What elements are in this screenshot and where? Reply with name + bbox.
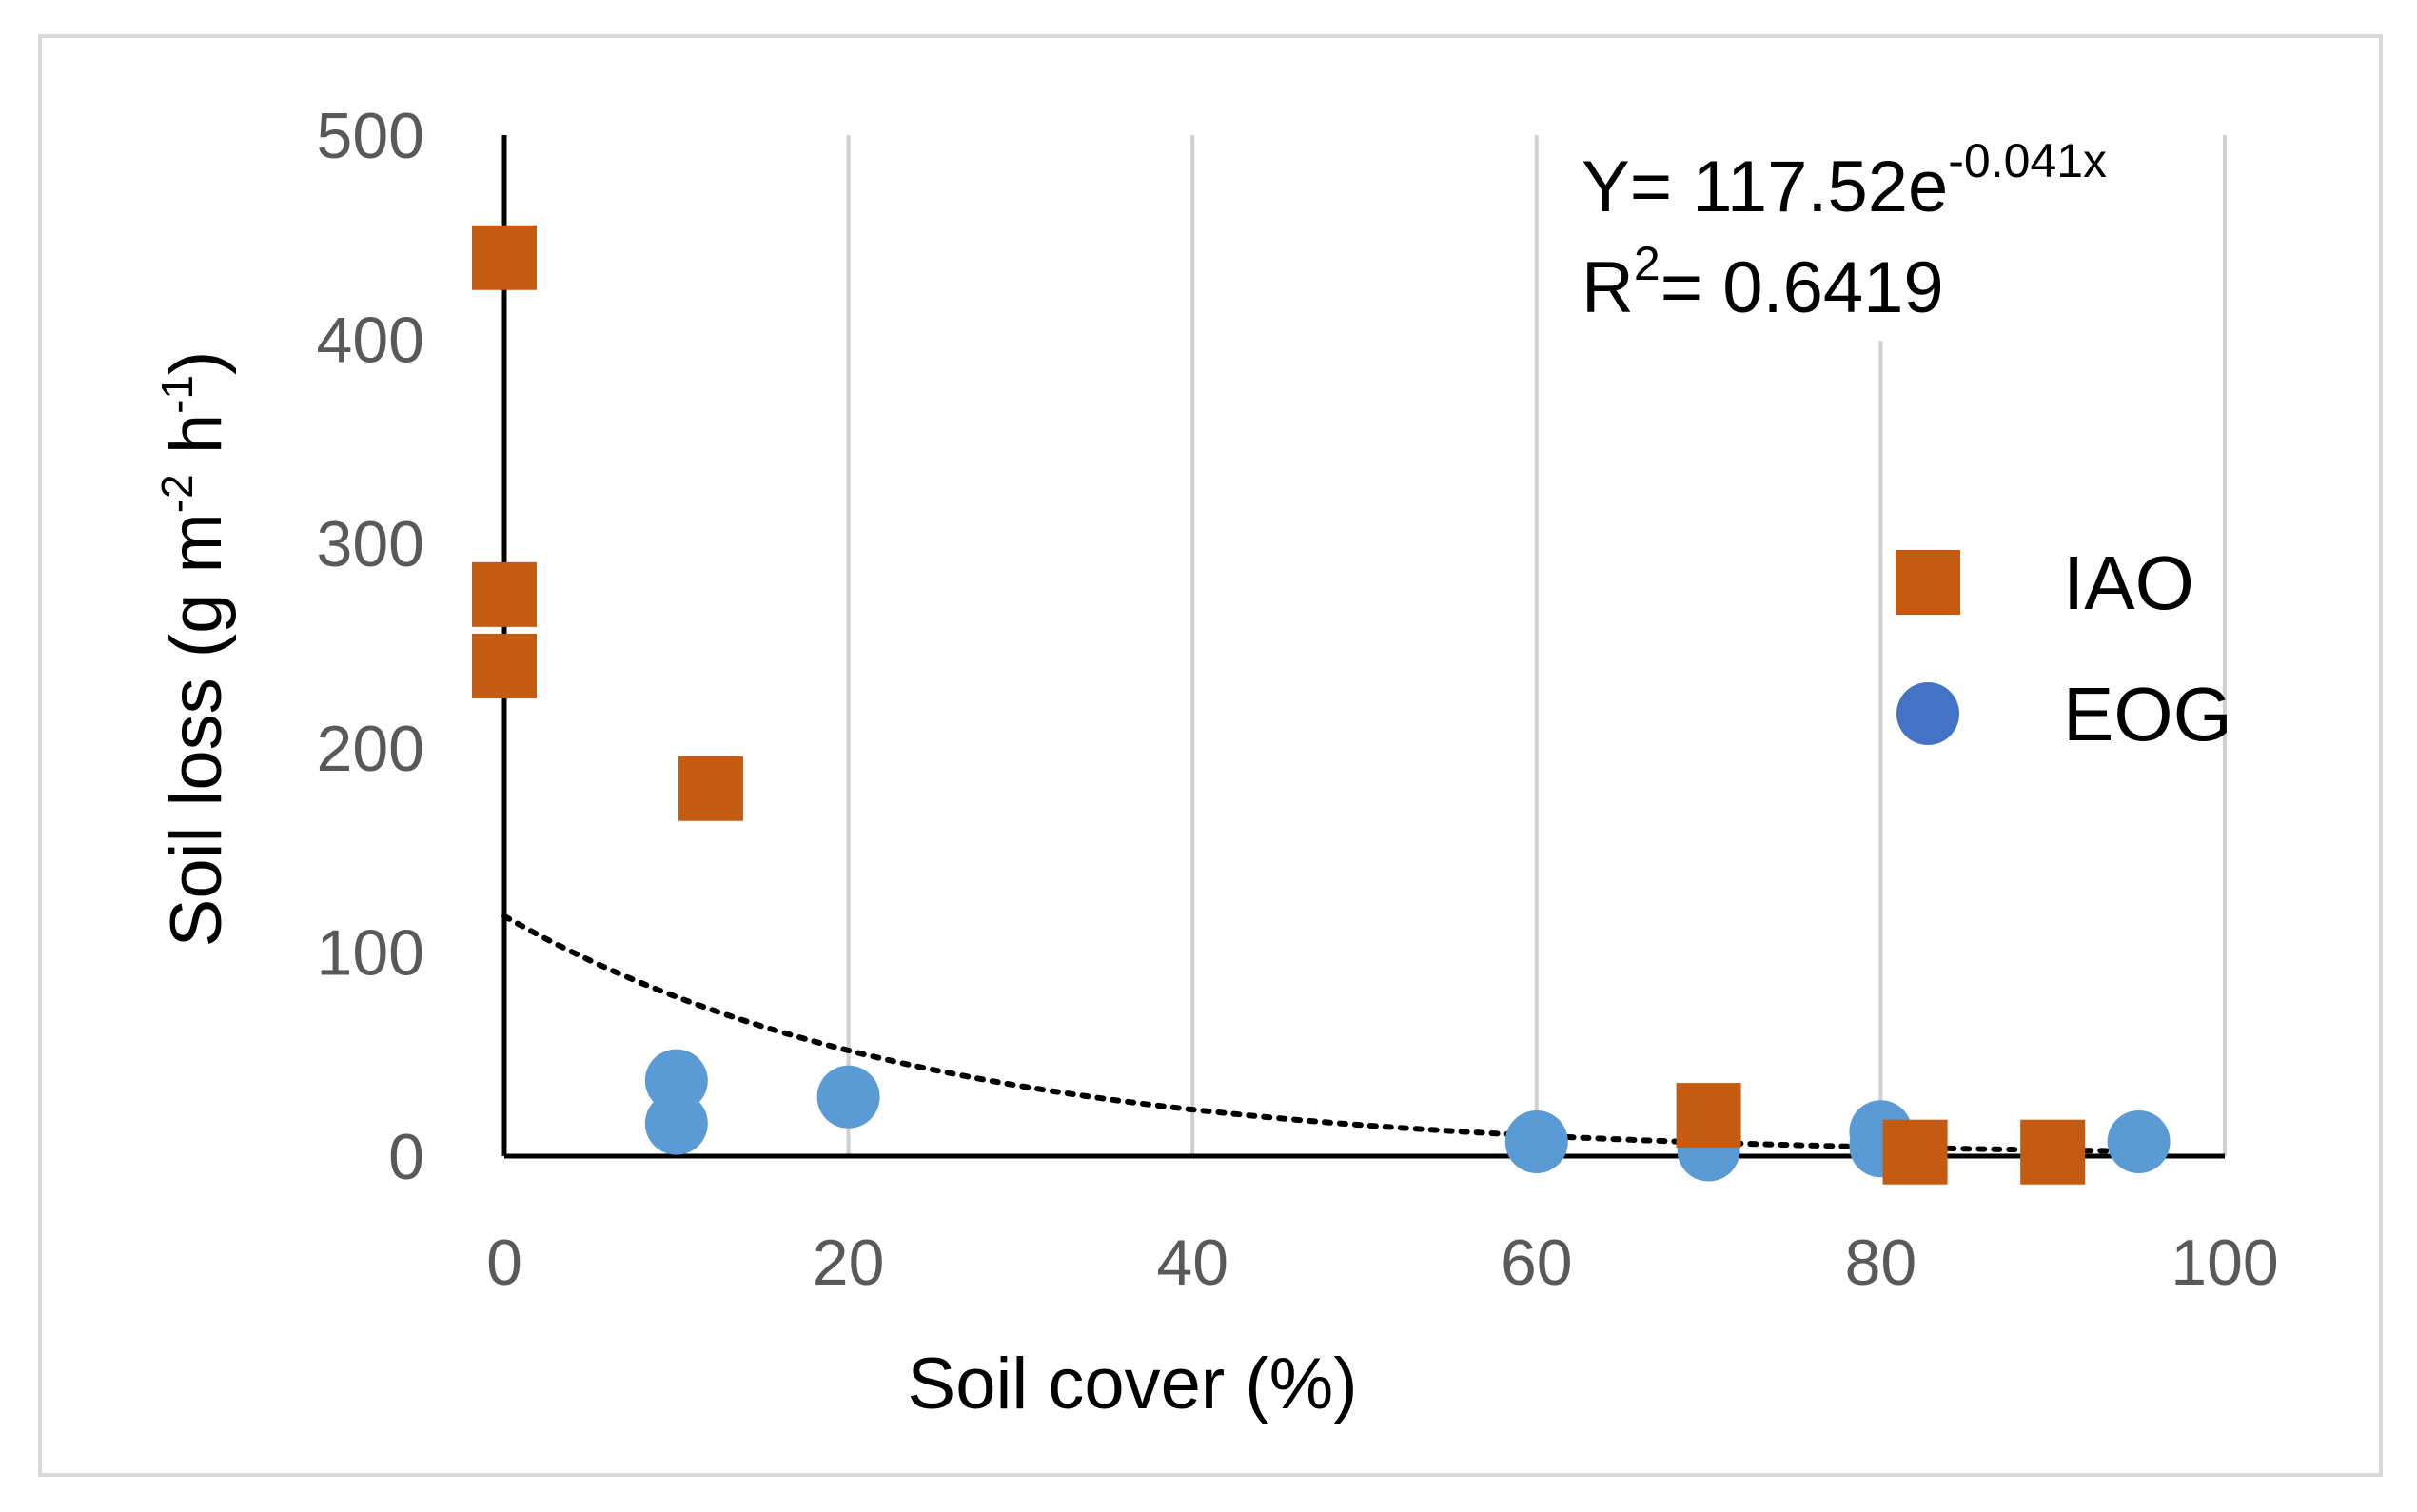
y-axis-label-sup2: -1 — [152, 375, 202, 414]
y-tick-label-100: 100 — [317, 916, 424, 989]
iao-point-2 — [472, 633, 537, 698]
eog-point-3 — [1504, 1109, 1568, 1173]
equation-line2-base: R — [1582, 247, 1634, 328]
trendline-group — [501, 913, 2142, 1154]
iao-point-6 — [2020, 1119, 2086, 1185]
equation-line2-value: = 0.6419 — [1660, 247, 1944, 328]
x-axis-label: Soil cover (%) — [908, 1344, 1358, 1424]
x-tick-label-20: 20 — [813, 1227, 885, 1299]
equation-line1: Y= 117.52e-0.041x — [1582, 134, 2107, 227]
eog-point-2 — [816, 1065, 880, 1129]
equation-line1-exponent: -0.041x — [1948, 134, 2107, 187]
legend-marker-eog — [1896, 682, 1959, 745]
x-tick-label-40: 40 — [1156, 1227, 1228, 1299]
trendline-equation: Y= 117.52e-0.041x R2= 0.6419 — [1570, 122, 2160, 341]
y-axis-label-middle: h — [156, 414, 237, 474]
x-tick-label-100: 100 — [2171, 1227, 2278, 1299]
iao-point-1 — [472, 561, 537, 627]
y-tick-label-400: 400 — [317, 304, 424, 377]
equation-line2-exponent: 2 — [1634, 237, 1660, 290]
iao-point-0 — [472, 225, 537, 290]
eog-point-1 — [644, 1091, 708, 1155]
y-axis-label: Soil loss (g m-2 h-1) — [152, 351, 237, 948]
y-axis-label-suffix: ) — [156, 351, 237, 375]
trendline — [501, 913, 2142, 1154]
equation-background — [1570, 122, 2160, 341]
y-tick-label-0: 0 — [388, 1121, 424, 1193]
y-tick-label-300: 300 — [317, 508, 424, 580]
equation-line2: R2= 0.6419 — [1582, 237, 1944, 328]
iao-point-4 — [1676, 1083, 1741, 1149]
eog-point-7 — [2107, 1109, 2171, 1173]
data-points — [472, 225, 2171, 1185]
legend-label-eog: EOG — [2063, 672, 2232, 756]
y-tick-labels: 0 100 200 300 400 500 — [317, 100, 424, 1193]
gridlines — [846, 135, 2227, 1156]
x-tick-label-60: 60 — [1501, 1227, 1573, 1299]
x-tick-label-80: 80 — [1845, 1227, 1917, 1299]
legend: IAO EOG — [1896, 540, 2232, 756]
legend-marker-iao — [1896, 550, 1960, 615]
y-axis-label-prefix: Soil loss (g m — [156, 513, 237, 947]
legend-label-iao: IAO — [2063, 540, 2194, 625]
x-tick-labels: 0 20 40 60 80 100 — [486, 1227, 2279, 1299]
y-tick-label-500: 500 — [317, 100, 424, 172]
y-tick-label-200: 200 — [317, 713, 424, 785]
iao-point-3 — [678, 756, 743, 821]
iao-point-5 — [1882, 1119, 1948, 1185]
equation-line1-base: Y= 117.52e — [1582, 147, 1948, 227]
y-axis-label-sup1: -2 — [152, 474, 202, 513]
x-tick-label-0: 0 — [486, 1227, 522, 1299]
